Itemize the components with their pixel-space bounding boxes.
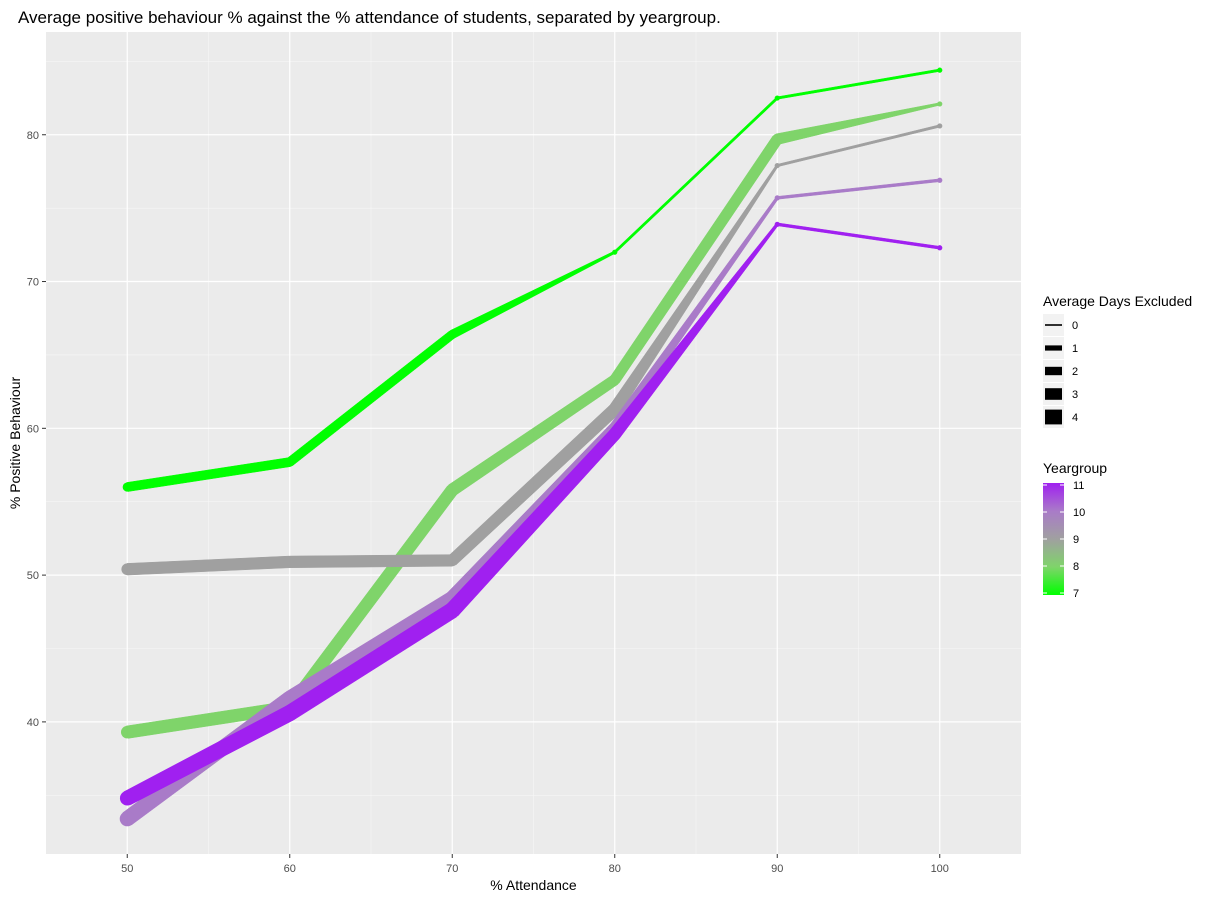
x-tick-label: 70 <box>446 863 458 875</box>
data-point <box>937 245 943 251</box>
size-legend-label: 0 <box>1072 320 1078 332</box>
size-legend-label: 2 <box>1072 366 1078 378</box>
y-axis-title: % Positive Behaviour <box>7 377 23 510</box>
size-legend-key-swatch <box>1045 388 1062 400</box>
y-tick-label: 60 <box>27 423 39 435</box>
x-tick-label: 90 <box>771 863 783 875</box>
data-point <box>283 556 296 568</box>
data-point <box>285 457 295 467</box>
x-axis-title: % Attendance <box>490 877 577 893</box>
data-point <box>937 67 943 73</box>
data-point <box>122 482 132 492</box>
data-point <box>937 101 943 107</box>
chart-title: Average positive behaviour % against the… <box>18 8 721 27</box>
data-point <box>774 95 780 101</box>
data-point <box>609 374 621 386</box>
size-legend-label: 4 <box>1072 412 1078 424</box>
size-legend-key-swatch <box>1045 345 1062 351</box>
data-point <box>608 402 622 416</box>
data-point <box>444 602 461 619</box>
data-point <box>771 133 783 145</box>
series-layer <box>119 67 943 827</box>
color-legend-label: 10 <box>1073 507 1085 519</box>
data-point <box>119 811 135 827</box>
color-legend-label: 7 <box>1073 588 1079 600</box>
data-point <box>119 790 135 806</box>
color-legend-label: 8 <box>1073 561 1079 573</box>
series-yeargroup-11 <box>119 221 943 806</box>
data-point <box>121 563 134 576</box>
data-point <box>120 725 134 739</box>
y-tick-label: 50 <box>27 570 39 582</box>
size-legend-key-swatch <box>1045 409 1062 425</box>
data-point <box>774 221 780 227</box>
size-legend-key-swatch <box>1045 366 1062 376</box>
x-tick-label: 100 <box>931 863 949 875</box>
color-legend-label: 11 <box>1073 480 1084 492</box>
size-legend-keys: 0 1 2 3 4 <box>1043 314 1078 428</box>
data-point <box>281 705 298 722</box>
x-tick-label: 60 <box>284 863 296 875</box>
color-legend-title: Yeargroup <box>1043 460 1107 476</box>
data-point <box>445 483 459 497</box>
axis-layer: 50 60 70 80 90 100 40 50 60 70 80 <box>27 130 949 875</box>
data-point <box>608 427 622 441</box>
size-legend: Average Days Excluded 0 1 2 3 4 <box>1043 293 1192 428</box>
data-point <box>446 554 459 567</box>
data-point <box>612 249 618 255</box>
data-point <box>774 195 780 201</box>
data-point <box>774 162 780 169</box>
x-tick-label: 80 <box>609 863 621 875</box>
series-segment <box>289 554 453 568</box>
size-legend-label: 1 <box>1072 343 1078 355</box>
series-yeargroup-9 <box>121 123 943 576</box>
series-yeargroup-7 <box>122 67 943 492</box>
y-tick-label: 80 <box>27 130 39 142</box>
size-legend-label: 3 <box>1072 389 1078 401</box>
color-legend-ticks: 11 10 9 8 7 <box>1043 480 1085 600</box>
data-point <box>937 177 943 183</box>
series-yeargroup-8 <box>120 101 943 739</box>
y-tick-label: 70 <box>27 277 39 289</box>
y-tick-label: 40 <box>27 717 39 729</box>
x-tick-label: 50 <box>121 863 133 875</box>
size-legend-key-swatch <box>1045 324 1062 326</box>
color-legend-label: 9 <box>1073 534 1079 546</box>
data-point <box>447 330 457 339</box>
color-legend: Yeargroup 11 10 9 8 7 <box>1043 460 1107 600</box>
color-legend-bar <box>1043 483 1064 595</box>
data-point <box>937 123 943 129</box>
size-legend-title: Average Days Excluded <box>1043 293 1192 309</box>
